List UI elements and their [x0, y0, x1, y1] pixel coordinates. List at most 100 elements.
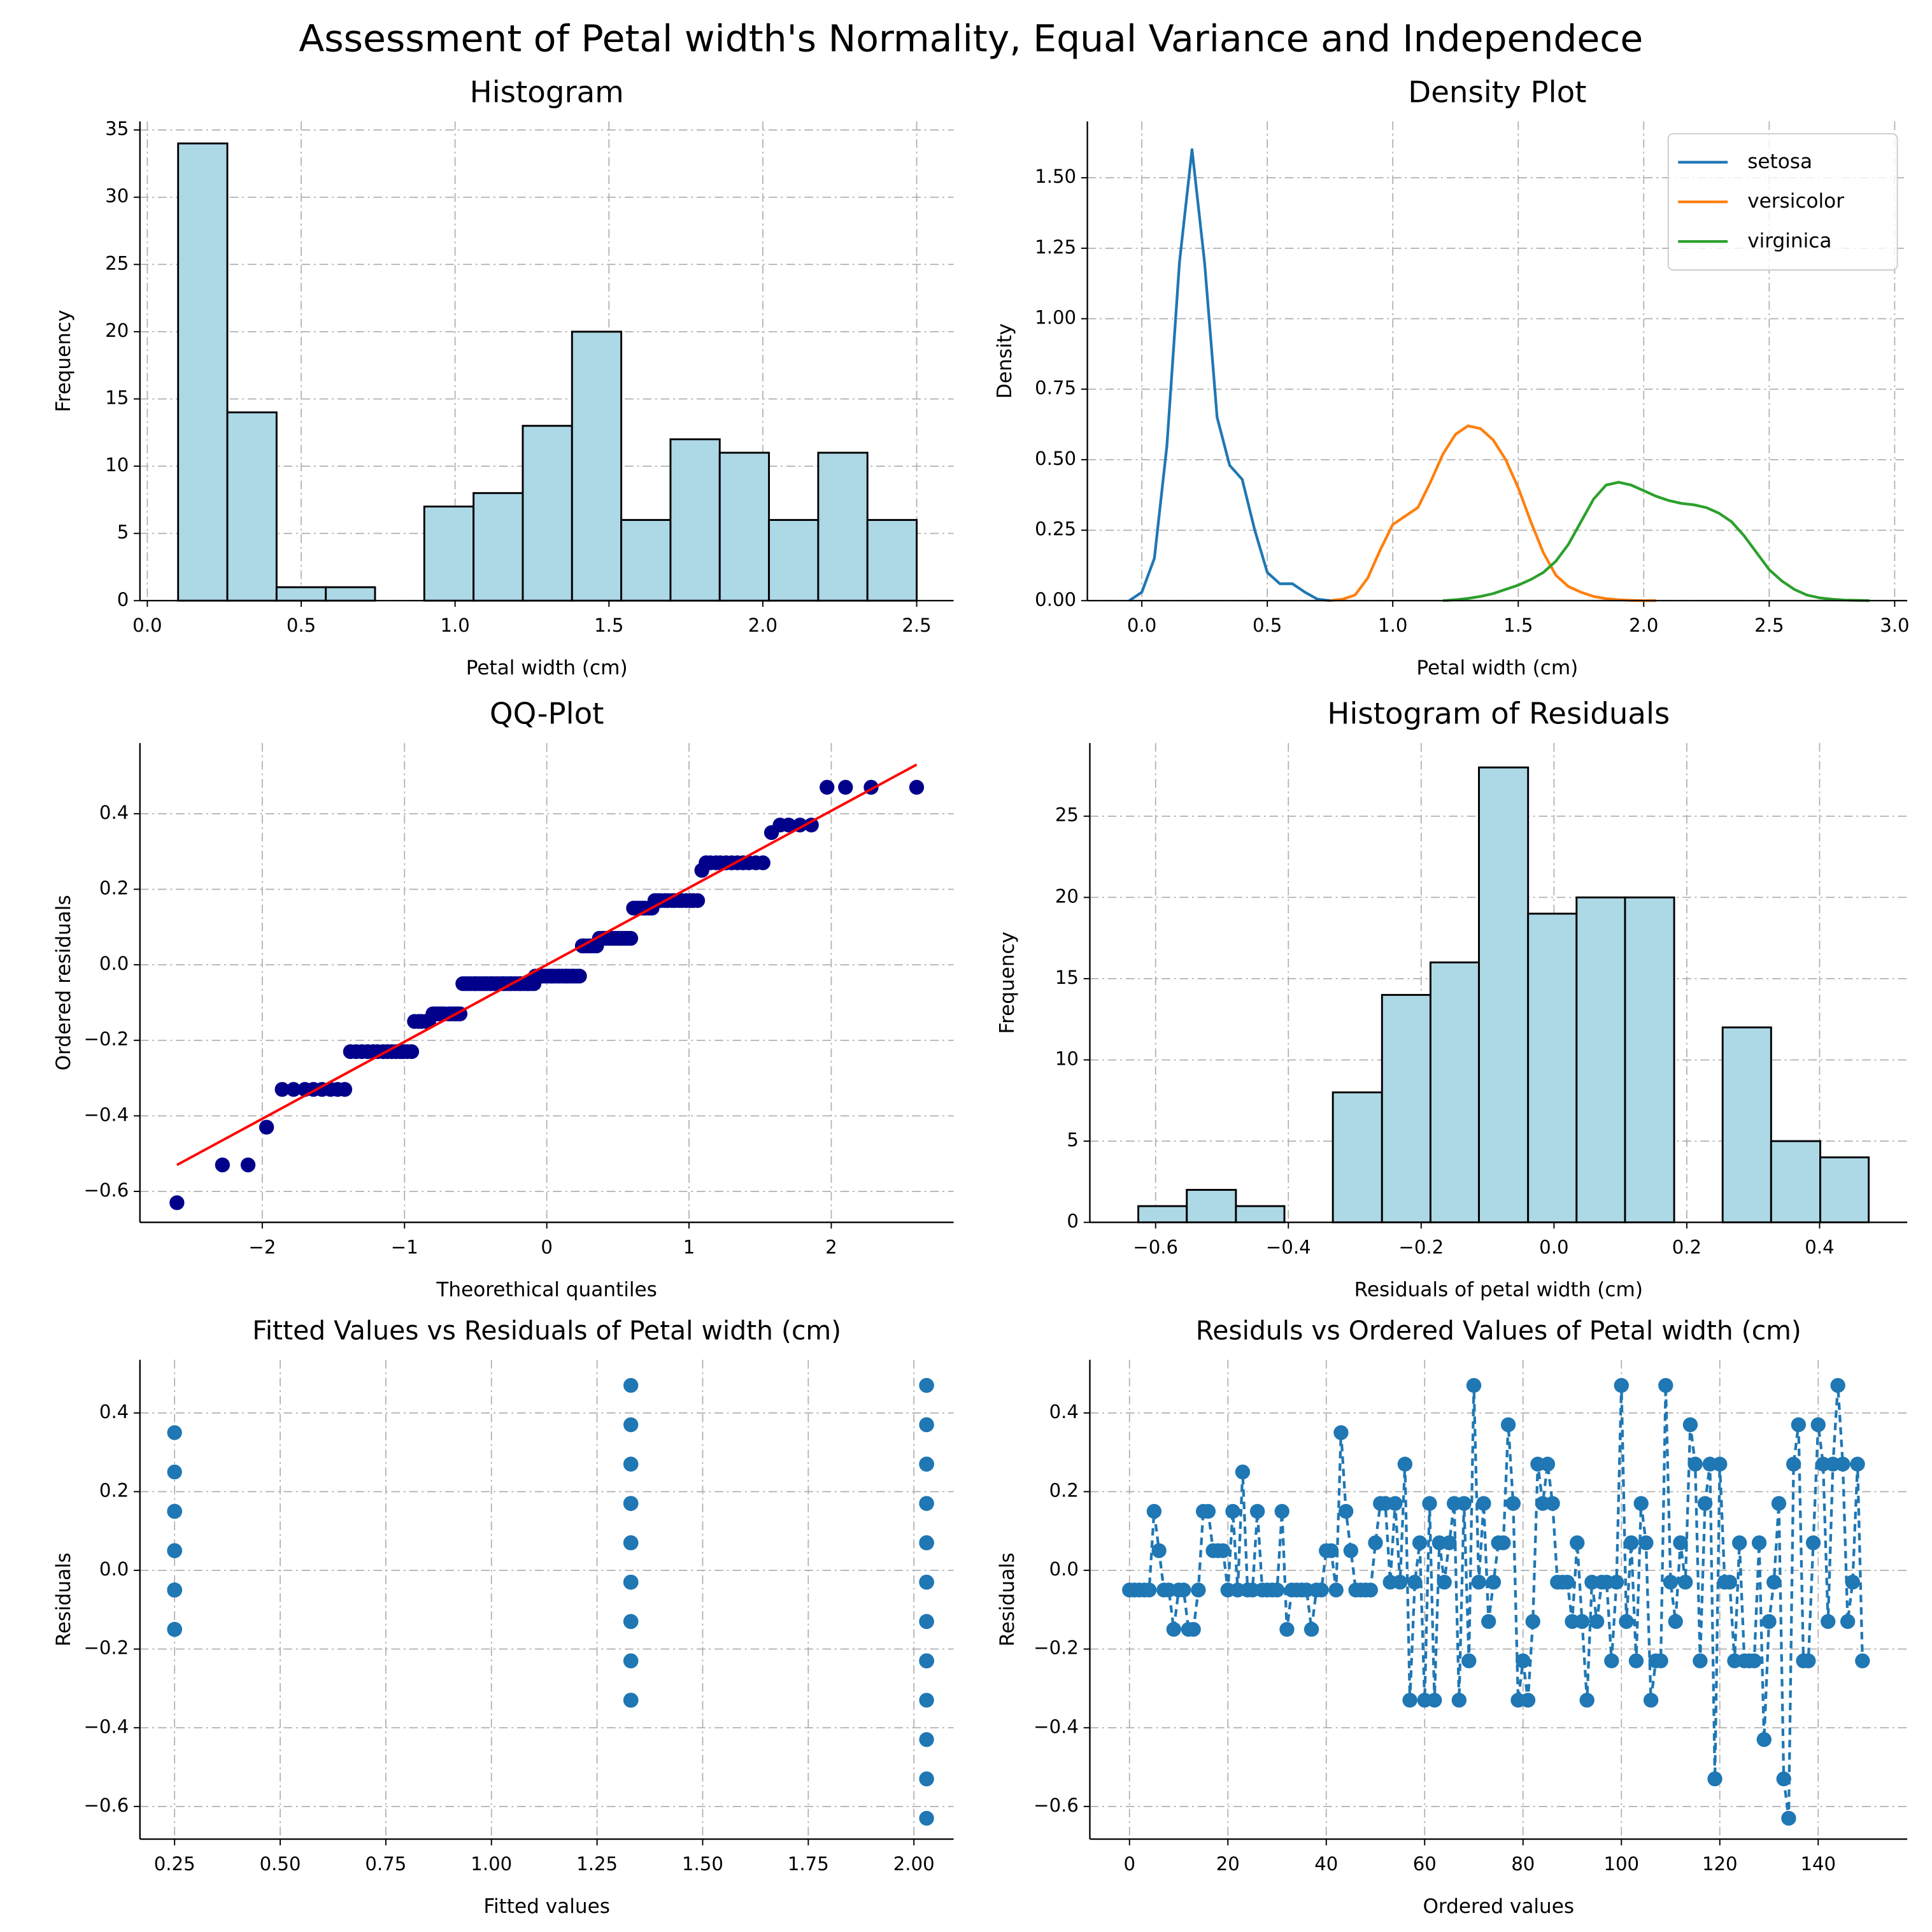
y-tick-label: 20	[1055, 885, 1079, 907]
point	[919, 1496, 934, 1511]
subplot-title: Histogram of Residuals	[1327, 697, 1670, 732]
y-tick-label: 0.4	[1049, 1401, 1079, 1423]
point	[167, 1425, 182, 1440]
point	[167, 1464, 182, 1480]
point	[1249, 1503, 1265, 1519]
point	[169, 1195, 185, 1211]
point	[1658, 1377, 1673, 1393]
point	[1579, 1693, 1595, 1708]
x-axis-label: Petal width (cm)	[466, 657, 628, 679]
y-tick-label: 35	[105, 118, 129, 139]
point	[1279, 1622, 1295, 1637]
x-tick-label: 1.00	[471, 1853, 512, 1875]
point	[919, 1417, 934, 1433]
y-tick-label: 0.4	[99, 802, 129, 823]
point	[259, 1119, 274, 1135]
point	[623, 1653, 639, 1668]
point	[1402, 1693, 1417, 1708]
y-tick-label: −0.4	[1033, 1715, 1079, 1737]
point	[1516, 1653, 1531, 1668]
y-tick-label: −0.6	[83, 1179, 129, 1201]
point	[1338, 1503, 1354, 1519]
bar	[226, 411, 278, 602]
bar	[1819, 1156, 1870, 1224]
point	[1693, 1653, 1708, 1668]
point	[1643, 1693, 1659, 1708]
point	[623, 1417, 639, 1433]
x-tick-label: 0.0	[132, 614, 162, 636]
x-tick-label: 0.5	[287, 614, 316, 636]
y-tick-label: 0.75	[1035, 377, 1076, 399]
point	[1766, 1574, 1782, 1590]
bar	[1527, 913, 1578, 1224]
point	[1191, 1582, 1206, 1598]
point	[1687, 1456, 1703, 1472]
y-tick-label: 10	[1055, 1048, 1079, 1069]
bar	[1332, 1091, 1383, 1224]
point	[1520, 1693, 1536, 1708]
x-tick-label: 2	[825, 1236, 837, 1258]
point	[623, 1535, 639, 1551]
point	[1840, 1614, 1856, 1630]
point	[1633, 1496, 1649, 1511]
point	[1141, 1582, 1157, 1598]
point	[1540, 1456, 1556, 1472]
bar	[620, 519, 672, 602]
point	[1397, 1456, 1413, 1472]
point	[623, 930, 639, 946]
point	[1604, 1653, 1619, 1668]
y-tick-label: 0.25	[1035, 518, 1076, 540]
subplot-title: Density Plot	[1408, 75, 1586, 110]
point	[1805, 1535, 1821, 1551]
point	[690, 893, 706, 908]
x-tick-label: 80	[1511, 1853, 1535, 1875]
x-tick-label: 20	[1216, 1853, 1240, 1875]
subplot-title: Histogram	[470, 75, 624, 110]
point	[1427, 1693, 1442, 1708]
point	[167, 1582, 182, 1598]
y-tick-label: 30	[105, 185, 129, 207]
y-tick-label: 1.00	[1035, 307, 1076, 329]
point	[1274, 1503, 1289, 1519]
y-axis-label: Frequency	[52, 310, 75, 413]
point	[623, 1693, 639, 1708]
point	[337, 1082, 353, 1097]
bar	[472, 492, 524, 602]
point	[1269, 1582, 1285, 1598]
point	[215, 1157, 231, 1173]
x-tick-label: −0.4	[1266, 1236, 1311, 1258]
bar	[522, 425, 573, 602]
bar	[817, 451, 869, 602]
point	[1653, 1653, 1668, 1668]
x-tick-label: 0.2	[1672, 1236, 1701, 1258]
point	[1845, 1574, 1861, 1590]
point	[1786, 1456, 1801, 1472]
x-tick-label: 0.0	[1539, 1236, 1568, 1258]
point	[1810, 1417, 1826, 1433]
subplot-title: Fitted Values vs Residuals of Petal widt…	[252, 1316, 841, 1346]
point	[838, 779, 853, 795]
bar	[1478, 766, 1530, 1224]
point	[919, 1614, 934, 1630]
point	[572, 969, 587, 984]
x-tick-label: 1.0	[1378, 614, 1407, 636]
x-tick-label: 0.50	[260, 1853, 301, 1875]
bar	[1137, 1205, 1188, 1224]
point	[167, 1622, 182, 1637]
point	[1756, 1732, 1772, 1747]
point	[286, 1082, 301, 1097]
point	[1314, 1582, 1329, 1598]
x-tick-label: 1.25	[576, 1853, 618, 1875]
y-tick-label: 5	[1067, 1129, 1079, 1151]
x-tick-label: 1.5	[1503, 614, 1533, 636]
point	[1225, 1503, 1240, 1519]
point	[1471, 1574, 1486, 1590]
x-tick-label: 3.0	[1880, 614, 1909, 636]
y-tick-label: 15	[105, 387, 129, 408]
point	[1388, 1496, 1403, 1511]
point	[1855, 1653, 1870, 1668]
point	[1466, 1377, 1482, 1393]
y-tick-label: 5	[117, 522, 129, 543]
point	[1392, 1574, 1408, 1590]
point	[919, 1574, 934, 1590]
